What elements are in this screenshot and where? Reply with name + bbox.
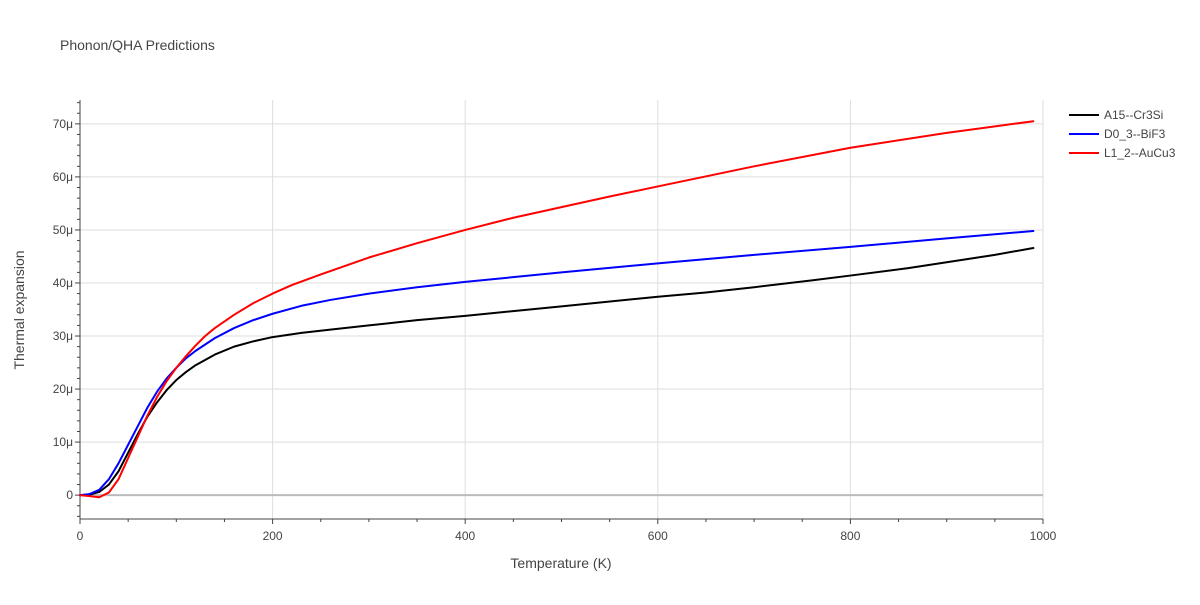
series-line-d0-3-bif3 bbox=[79, 230, 1035, 497]
x-tick-label: 200 bbox=[263, 529, 283, 543]
legend-item[interactable]: D0_3--BiF3 bbox=[1069, 127, 1166, 141]
legend-item[interactable]: A15--Cr3Si bbox=[1069, 108, 1163, 122]
legend[interactable]: A15--Cr3Si D0_3--BiF3 L1_2--AuCu3 bbox=[1069, 108, 1176, 160]
legend-label: L1_2--AuCu3 bbox=[1104, 146, 1176, 160]
y-tick-label: 70μ bbox=[53, 117, 73, 131]
series-lines bbox=[79, 120, 1035, 499]
y-tick-label: 50μ bbox=[53, 223, 73, 237]
x-tick-label: 600 bbox=[648, 529, 668, 543]
legend-label: D0_3--BiF3 bbox=[1104, 127, 1166, 141]
y-tick-label: 40μ bbox=[53, 276, 73, 290]
x-tick-label: 1000 bbox=[1030, 529, 1057, 543]
y-tick-label: 60μ bbox=[53, 170, 73, 184]
x-tick-label: 400 bbox=[455, 529, 475, 543]
legend-item[interactable]: L1_2--AuCu3 bbox=[1069, 146, 1176, 160]
grid-lines bbox=[80, 100, 1044, 519]
x-tick-label: 800 bbox=[840, 529, 860, 543]
series-line-a15-cr3si bbox=[79, 246, 1035, 497]
series-line-l1-2-aucu3 bbox=[79, 120, 1035, 499]
chart-title: Phonon/QHA Predictions bbox=[60, 37, 215, 53]
legend-label: A15--Cr3Si bbox=[1104, 108, 1163, 122]
y-tick-label: 10μ bbox=[53, 435, 73, 449]
x-tick-label: 0 bbox=[77, 529, 84, 543]
y-tick-label: 0 bbox=[66, 488, 73, 502]
tick-labels: 0 200 400 600 800 1000 0 10μ 20μ 30μ 40μ 50μ 60μ 70μ bbox=[53, 117, 1057, 543]
axes bbox=[75, 100, 1044, 524]
y-tick-label: 30μ bbox=[53, 329, 73, 343]
x-axis-title: Temperature (K) bbox=[510, 555, 611, 571]
y-tick-label: 20μ bbox=[53, 382, 73, 396]
y-axis-title: Thermal expansion bbox=[11, 250, 27, 369]
